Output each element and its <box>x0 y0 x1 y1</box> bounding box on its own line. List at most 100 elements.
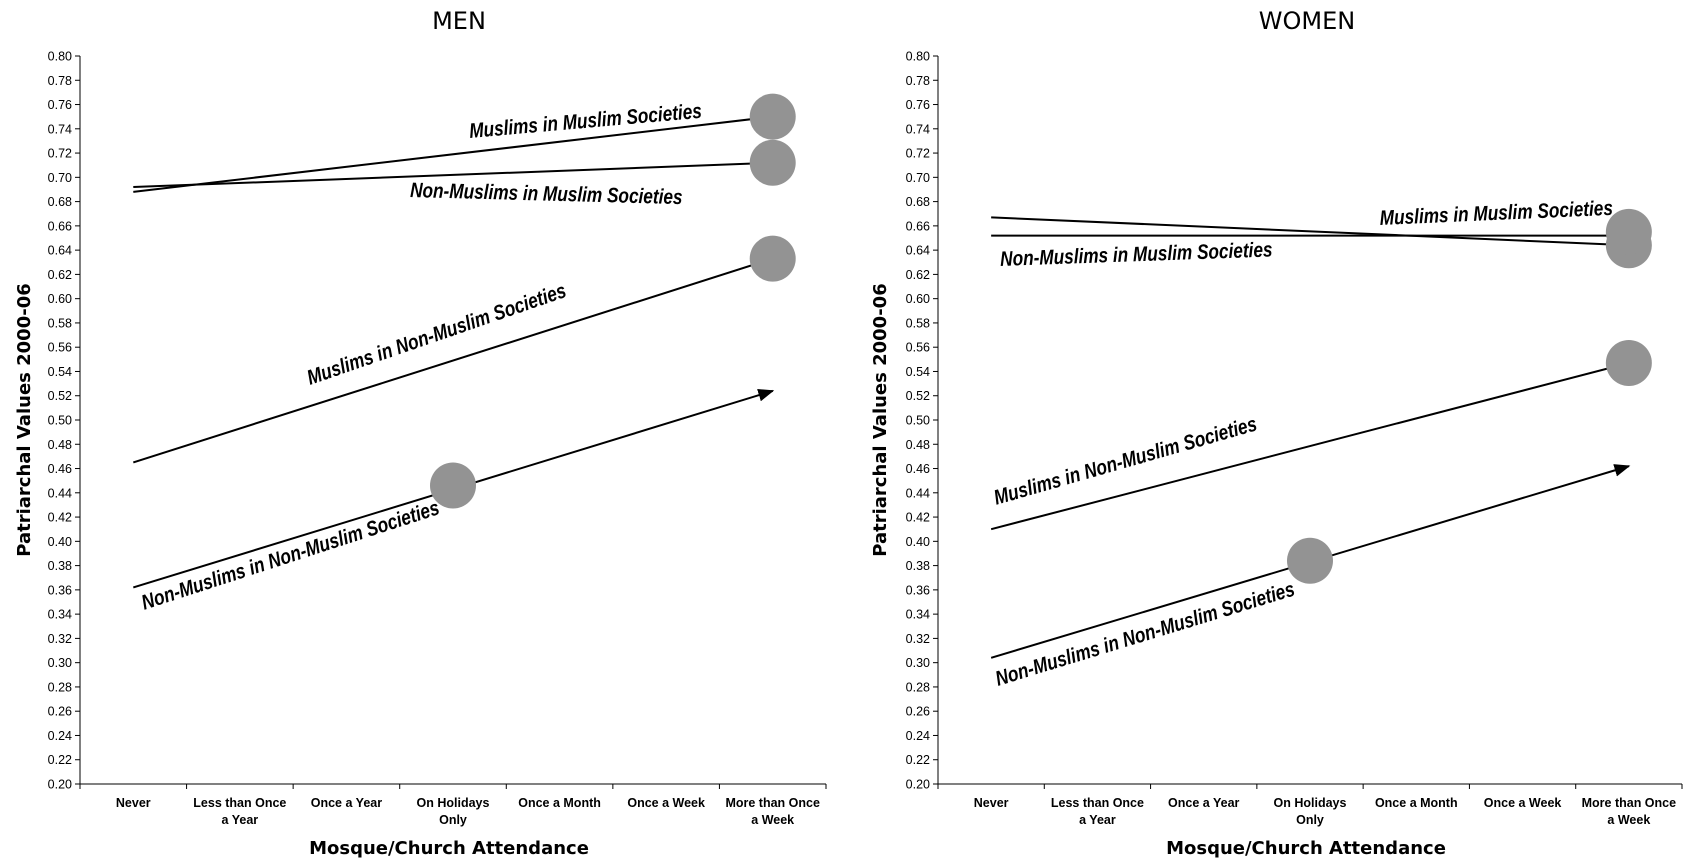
x-axis-title: Mosque/Church Attendance <box>309 838 589 859</box>
series-marker-muslims-in-non-muslim-societies <box>749 235 796 282</box>
y-tick-label: 0.58 <box>48 316 72 330</box>
series-label-muslims-in-non-muslim-societies: Muslims in Non-Muslim Societies <box>991 413 1260 510</box>
series-label-non-muslims-in-non-muslim-societies: Non-Muslims in Non-Muslim Societies <box>139 497 443 615</box>
x-category-label: Never <box>974 796 1009 810</box>
men-series-layer <box>132 93 796 589</box>
y-tick-label: 0.32 <box>48 632 72 646</box>
y-tick-label: 0.68 <box>906 195 930 209</box>
y-tick-label: 0.24 <box>906 729 930 743</box>
y-tick-label: 0.72 <box>906 147 930 161</box>
y-tick-label: 0.52 <box>48 389 72 403</box>
x-category-label: Once a Year <box>311 796 382 810</box>
y-tick-label: 0.32 <box>906 632 930 646</box>
y-tick-label: 0.64 <box>48 244 72 258</box>
men-axes: 0.20 0.22 0.24 0.26 0.28 0.30 0.32 0.34 0.36 0.38… <box>14 50 827 859</box>
y-tick-label: 0.74 <box>906 122 930 136</box>
y-tick-label: 0.70 <box>906 171 930 185</box>
y-tick-label: 0.20 <box>906 778 930 792</box>
x-category-label: Once a Week <box>627 796 705 810</box>
y-tick-label: 0.74 <box>48 122 72 136</box>
y-tick-label: 0.48 <box>48 438 72 452</box>
series-line-non-muslims-in-muslim-societies <box>133 161 773 189</box>
y-tick-label: 0.28 <box>48 680 72 694</box>
x-category-label: Less than Once a Year <box>193 796 286 827</box>
y-tick-label: 0.76 <box>906 98 930 112</box>
x-category-label: Once a Month <box>1375 796 1458 810</box>
y-tick-label: 0.68 <box>48 195 72 209</box>
y-tick-label: 0.50 <box>48 414 72 428</box>
y-tick-label: 0.76 <box>48 98 72 112</box>
y-axis-title: Patriarchal Values 2000-06 <box>14 283 35 556</box>
series-label-non-muslims-in-non-muslim-societies: Non-Muslims in Non-Muslim Societies <box>993 578 1298 691</box>
y-tick-label: 0.78 <box>906 74 930 88</box>
series-marker-non-muslims-in-muslim-societies <box>1605 208 1652 255</box>
series-marker-non-muslims-in-muslim-societies <box>749 139 796 186</box>
y-tick-label: 0.44 <box>48 486 72 500</box>
y-tick-label: 0.38 <box>48 559 72 573</box>
series-label-non-muslims-in-muslim-societies: Non-Muslims in Muslim Societies <box>1000 239 1273 271</box>
y-tick-label: 0.46 <box>48 462 72 476</box>
x-axis-title: Mosque/Church Attendance <box>1166 838 1446 859</box>
x-category-label: On Holidays Only <box>1274 796 1347 827</box>
series-label-muslims-in-muslim-societies: Muslims in Muslim Societies <box>468 100 703 143</box>
y-tick-label: 0.48 <box>906 438 930 452</box>
y-tick-label: 0.56 <box>906 341 930 355</box>
women-chart-title: WOMEN <box>1259 7 1355 35</box>
y-tick-label: 0.60 <box>48 292 72 306</box>
y-tick-label: 0.50 <box>906 414 930 428</box>
x-category-label: Once a Month <box>518 796 601 810</box>
series-marker-muslims-in-muslim-societies <box>749 93 796 140</box>
y-tick-label: 0.56 <box>48 341 72 355</box>
series-marker-non-muslims-in-non-muslim-societies <box>1287 537 1333 584</box>
y-tick-label: 0.26 <box>906 705 930 719</box>
y-tick-label: 0.36 <box>48 583 72 597</box>
y-tick-label: 0.22 <box>906 753 930 767</box>
y-tick-label: 0.44 <box>906 486 930 500</box>
y-tick-label: 0.62 <box>906 268 930 282</box>
y-tick-label: 0.20 <box>48 778 72 792</box>
y-tick-label: 0.30 <box>48 656 72 670</box>
y-tick-label: 0.54 <box>906 365 930 379</box>
x-category-label: On Holidays Only <box>417 796 490 827</box>
y-tick-label: 0.40 <box>48 535 72 549</box>
y-tick-label: 0.42 <box>48 511 72 525</box>
series-label-muslims-in-non-muslim-societies: Muslims in Non-Muslim Societies <box>304 280 569 391</box>
women-series-labels: Muslims in Muslim Societies Non-Muslims … <box>991 197 1613 691</box>
y-tick-label: 0.58 <box>906 316 930 330</box>
series-label-muslims-in-muslim-societies: Muslims in Muslim Societies <box>1379 197 1613 230</box>
series-line-muslims-in-muslim-societies <box>133 115 773 193</box>
y-tick-label: 0.34 <box>48 608 72 622</box>
y-tick-label: 0.28 <box>906 680 930 694</box>
x-category-label: Once a Year <box>1168 796 1239 810</box>
y-tick-label: 0.60 <box>906 292 930 306</box>
men-chart-panel: MEN 0.20 0.22 0.24 0.26 0.28 0.30 0.32 0.34 0.36… <box>14 7 827 859</box>
series-marker-non-muslims-in-non-muslim-societies <box>430 462 476 509</box>
y-tick-label: 0.24 <box>48 729 72 743</box>
series-line-muslims-in-non-muslim-societies <box>990 362 1630 531</box>
y-tick-label: 0.72 <box>48 147 72 161</box>
x-category-label: Never <box>116 796 151 810</box>
series-marker-muslims-in-non-muslim-societies <box>1605 339 1652 386</box>
y-tick-label: 0.62 <box>48 268 72 282</box>
y-tick-label: 0.80 <box>48 50 72 64</box>
y-tick-label: 0.70 <box>48 171 72 185</box>
x-category-label: Less than Once a Year <box>1051 796 1144 827</box>
x-category-label: More than Once a Week <box>1582 796 1677 827</box>
y-tick-label: 0.40 <box>906 535 930 549</box>
y-tick-label: 0.52 <box>906 389 930 403</box>
y-tick-label: 0.34 <box>906 608 930 622</box>
y-tick-label: 0.22 <box>48 753 72 767</box>
y-tick-label: 0.36 <box>906 583 930 597</box>
y-tick-label: 0.54 <box>48 365 72 379</box>
y-tick-label: 0.66 <box>48 219 72 233</box>
y-tick-label: 0.46 <box>906 462 930 476</box>
women-series-layer <box>990 208 1652 659</box>
y-tick-label: 0.30 <box>906 656 930 670</box>
y-tick-label: 0.80 <box>906 50 930 64</box>
y-axis-title: Patriarchal Values 2000-06 <box>870 283 891 556</box>
men-series-labels: Muslims in Muslim Societies Non-Muslims … <box>139 100 703 615</box>
men-chart-title: MEN <box>432 7 486 35</box>
series-line-muslims-in-non-muslim-societies <box>132 257 774 464</box>
women-axes: 0.20 0.22 0.24 0.26 0.28 0.30 0.32 0.34 0.36 0.38… <box>870 50 1683 859</box>
